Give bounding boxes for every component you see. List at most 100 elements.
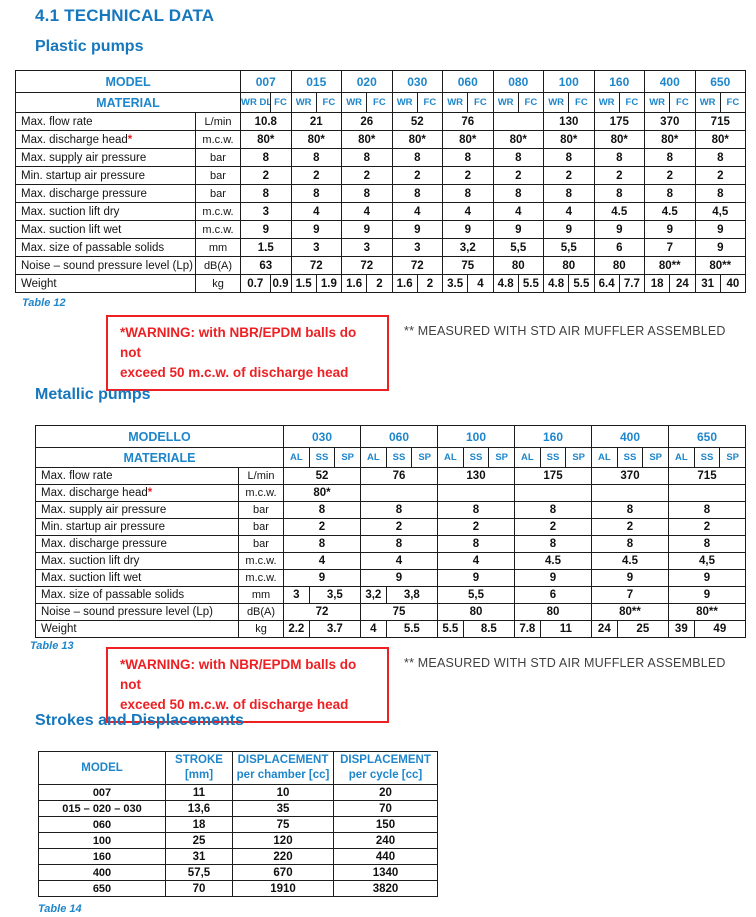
unit-cell: m.c.w.: [238, 484, 284, 502]
row-label: Max. size of passable solids: [35, 586, 239, 604]
unit-cell: mm: [194, 238, 242, 257]
value-cell: 4: [283, 552, 361, 570]
value-cell: 4: [360, 620, 387, 638]
value-cell: 2: [543, 166, 595, 185]
model-row-header: MODELLO: [35, 425, 284, 448]
model-col-header: 100: [437, 425, 515, 448]
material-col-header: SS: [616, 447, 644, 468]
model-col-header: 030: [391, 70, 444, 93]
value-cell: 31: [694, 274, 721, 293]
warning-line-2: exceed 50 m.c.w. of discharge head: [120, 365, 349, 380]
table-13-caption: Table 13: [30, 640, 74, 652]
warning-line-1: *WARNING: with NBR/EPDM balls do not: [120, 657, 357, 692]
value-cell: 80*: [442, 130, 494, 149]
value-cell: 9: [360, 569, 438, 587]
value-cell: 9: [668, 586, 746, 604]
row-label: Max. supply air pressure: [15, 148, 196, 167]
unit-cell: m.c.w.: [194, 130, 242, 149]
plastic-pumps-heading: Plastic pumps: [35, 38, 144, 55]
value-cell: 8: [283, 535, 361, 553]
material-col-header: SS: [385, 447, 413, 468]
value-cell: 24: [591, 620, 618, 638]
value-cell: 80*: [694, 130, 747, 149]
value-cell: 8: [668, 535, 746, 553]
value-cell: 0.9: [269, 274, 292, 293]
value-cell: 76: [360, 467, 438, 485]
value-cell: [668, 484, 746, 502]
material-col-header: FC: [467, 92, 494, 113]
value-cell: 4.8: [492, 274, 519, 293]
value-cell: 8: [437, 535, 515, 553]
model-cell: 015 – 020 – 030: [38, 800, 166, 817]
value-cell: 80*: [240, 130, 292, 149]
value-cell: 80*: [593, 130, 646, 149]
value-cell: 9: [442, 220, 494, 239]
value-cell: 4: [467, 274, 494, 293]
value-cell: 2: [437, 518, 515, 536]
value-cell: [437, 484, 515, 502]
row-label: Max. suction lift wet: [35, 569, 239, 587]
value-cell: 9: [514, 569, 592, 587]
column-header: STROKE [mm]: [165, 751, 233, 785]
value-cell: 3.7: [308, 620, 362, 638]
value-cell: 2: [644, 166, 696, 185]
value-cell: 80*: [492, 130, 545, 149]
value-cell: 2: [366, 274, 393, 293]
row-label: Max. flow rate: [35, 467, 239, 485]
row-label: Max. discharge pressure: [15, 184, 196, 203]
value-cell: 715: [668, 467, 746, 485]
model-col-header: 030: [283, 425, 361, 448]
value-cell: 4: [391, 202, 444, 221]
value-cell: 26: [341, 112, 393, 131]
value-cell: 25: [616, 620, 670, 638]
value-cell: 11: [165, 784, 233, 801]
model-cell: 100: [38, 832, 166, 849]
value-cell: 2: [492, 166, 545, 185]
material-row-header: MATERIAL: [14, 92, 242, 113]
value-cell: 18: [165, 816, 233, 833]
value-cell: 80*: [283, 484, 361, 502]
value-cell: 57,5: [165, 864, 233, 881]
value-cell: 9: [283, 569, 361, 587]
value-cell: [492, 112, 545, 131]
value-cell: 3: [283, 586, 310, 604]
value-cell: 9: [591, 569, 669, 587]
value-cell: 9: [694, 238, 747, 257]
value-cell: 4.5: [644, 202, 696, 221]
value-cell: 120: [232, 832, 334, 849]
value-cell: 2: [416, 274, 444, 293]
value-cell: 39: [668, 620, 695, 638]
value-cell: 8: [593, 184, 646, 203]
strokes-displacements-table: MODEL STROKE [mm] DISPLACEMENT per chamber […: [38, 751, 438, 897]
unit-cell: bar: [194, 148, 242, 167]
model-col-header: 400: [591, 425, 669, 448]
value-cell: 3: [240, 202, 292, 221]
row-label: Max. discharge pressure: [35, 535, 239, 553]
unit-cell: dB(A): [238, 603, 284, 621]
model-col-header: 400: [644, 70, 696, 93]
material-col-header: WR: [290, 92, 317, 113]
value-cell: 10.8: [240, 112, 292, 131]
value-cell: 5.5: [568, 274, 595, 293]
model-col-header: 007: [240, 70, 292, 93]
column-header: MODEL: [38, 751, 166, 785]
material-col-header: WR DL: [240, 92, 271, 113]
row-label: Max. discharge head*: [15, 130, 196, 149]
value-cell: 18: [644, 274, 671, 293]
material-row-header: MATERIALE: [35, 447, 284, 468]
value-cell: 80*: [290, 130, 343, 149]
model-col-header: 080: [492, 70, 545, 93]
value-cell: 4.5: [514, 552, 592, 570]
model-cell: 007: [38, 784, 166, 801]
value-cell: 8: [240, 184, 292, 203]
row-label: Max. supply air pressure: [35, 501, 239, 519]
value-cell: 3,2: [442, 238, 494, 257]
value-cell: 80: [492, 256, 545, 275]
row-label: Noise – sound pressure level (Lp): [15, 256, 196, 275]
value-cell: 8: [668, 501, 746, 519]
value-cell: 9: [492, 220, 545, 239]
value-cell: 1.5: [240, 238, 292, 257]
material-col-header: FC: [416, 92, 444, 113]
warning-box-metallic: *WARNING: with NBR/EPDM balls do not exc…: [106, 647, 389, 723]
material-col-header: SP: [411, 447, 438, 468]
